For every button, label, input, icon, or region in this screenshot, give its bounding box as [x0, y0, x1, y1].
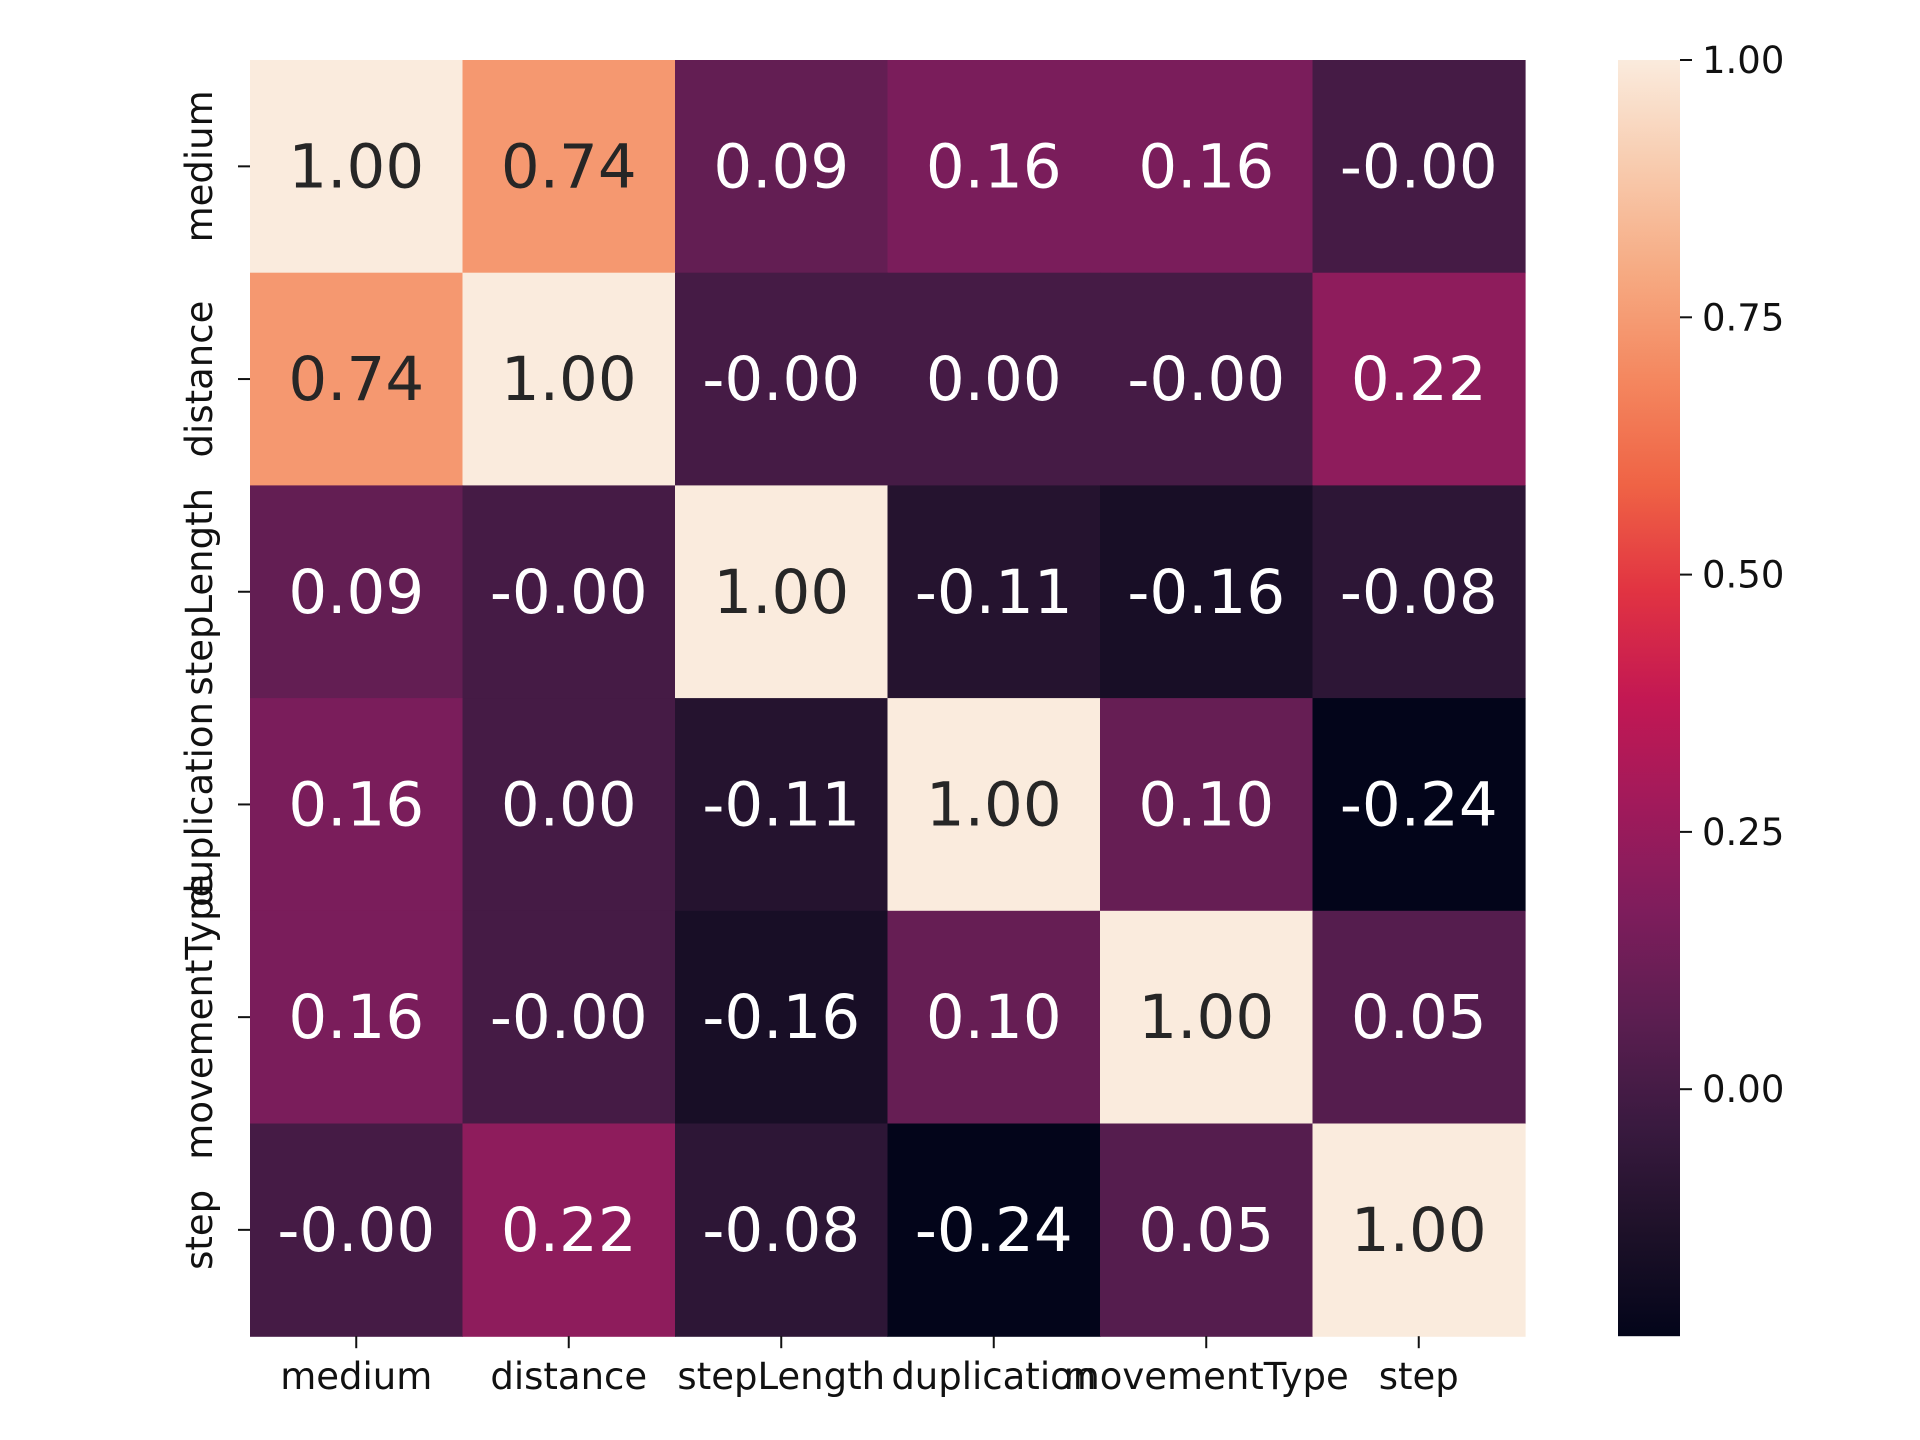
- colorbar-tick-label: 1.00: [1702, 39, 1784, 82]
- y-tick-label: step: [178, 1190, 221, 1270]
- cell-value-label: 1.00: [926, 769, 1062, 840]
- heatmap-cell-r4-c5: [1312, 910, 1526, 1125]
- heatmap-cell-r0-c3: [887, 60, 1101, 274]
- heatmap-cell-r5-c0: [250, 1123, 464, 1337]
- cell-value-label: 0.09: [288, 557, 424, 628]
- cell-value-label: 0.16: [288, 982, 424, 1053]
- heatmap-cell-r1-c4: [1100, 272, 1314, 486]
- heatmap-cell-r0-c0: [250, 60, 464, 274]
- heatmap-cells: [250, 60, 1526, 1337]
- cell-value-label: -0.08: [1340, 557, 1498, 628]
- heatmap-cell-r4-c4: [1100, 910, 1314, 1125]
- y-tick-label: distance: [178, 301, 221, 458]
- x-tick-label: medium: [280, 1355, 432, 1398]
- x-tick-label: duplication: [891, 1355, 1096, 1398]
- x-tick-label: stepLength: [677, 1355, 885, 1398]
- cell-value-label: -0.00: [1340, 131, 1498, 202]
- y-tick-label: medium: [178, 90, 221, 242]
- x-axis: medium distance stepLength duplicationmovem…: [280, 1336, 1459, 1398]
- cell-value-label: -0.24: [915, 1195, 1073, 1266]
- heatmap-cell-r3-c5: [1312, 698, 1526, 912]
- cell-value-label: 1.00: [288, 131, 424, 202]
- heatmap-cell-r5-c1: [462, 1123, 676, 1337]
- heatmap-cell-r5-c2: [675, 1123, 889, 1337]
- colorbar-tick-label: 0.25: [1702, 811, 1784, 854]
- heatmap-cell-r2-c2: [675, 485, 889, 699]
- heatmap-cell-r4-c1: [462, 910, 676, 1125]
- cell-value-label: 0.00: [501, 769, 637, 840]
- heatmap-cell-r5-c3: [887, 1123, 1101, 1337]
- heatmap-cell-r3-c4: [1100, 698, 1314, 912]
- heatmap-cell-r3-c2: [675, 698, 889, 912]
- cell-value-label: -0.00: [490, 982, 648, 1053]
- heatmap-cell-r2-c5: [1312, 485, 1526, 699]
- cell-value-label: -0.00: [1127, 344, 1285, 415]
- heatmap-cell-r1-c5: [1312, 272, 1526, 486]
- cell-value-label: 0.05: [1351, 982, 1487, 1053]
- heatmap-cell-r4-c2: [675, 910, 889, 1125]
- colorbar-tick-label: 0.50: [1702, 554, 1784, 597]
- cell-value-label: 0.16: [1138, 131, 1274, 202]
- heatmap-cell-r3-c0: [250, 698, 464, 912]
- cell-value-label: 1.00: [1138, 982, 1274, 1053]
- heatmap-cell-r0-c2: [675, 60, 889, 274]
- heatmap-cell-r4-c0: [250, 910, 464, 1125]
- cell-value-label: 0.74: [288, 344, 424, 415]
- cell-value-label: 0.16: [288, 769, 424, 840]
- cell-value-label: -0.24: [1340, 769, 1498, 840]
- cell-value-label: 0.00: [926, 344, 1062, 415]
- colorbar: 0.00 0.25 0.50 0.75 1.00: [1618, 39, 1784, 1337]
- cell-value-label: 0.22: [501, 1195, 637, 1266]
- cell-value-label: 1.00: [713, 557, 849, 628]
- heatmap-cell-r1-c2: [675, 272, 889, 486]
- heatmap-cell-r0-c1: [462, 60, 676, 274]
- heatmap-cell-r3-c1: [462, 698, 676, 912]
- heatmap-cell-r5-c5: [1312, 1123, 1526, 1337]
- cell-value-label: -0.16: [1127, 557, 1285, 628]
- heatmap-cell-r3-c3: [887, 698, 1101, 912]
- heatmap-cell-r4-c3: [887, 910, 1101, 1125]
- y-tick-label: stepLength: [178, 488, 221, 696]
- cell-value-label: -0.16: [702, 982, 860, 1053]
- cell-value-label: 0.09: [713, 131, 849, 202]
- cell-value-label: -0.11: [702, 769, 860, 840]
- colorbar-tick-label: 0.75: [1702, 296, 1784, 339]
- cell-value-label: -0.00: [490, 557, 648, 628]
- cell-value-label: 1.00: [1351, 1195, 1487, 1266]
- cell-value-label: -0.08: [702, 1195, 860, 1266]
- colorbar-tick-label: 0.00: [1702, 1068, 1784, 1111]
- heatmap-cell-r2-c4: [1100, 485, 1314, 699]
- y-tick-label: duplication: [178, 702, 221, 907]
- heatmap-cell-r2-c3: [887, 485, 1101, 699]
- heatmap-cell-labels: 1.00 0.74 0.09 0.16 0.16 -0.00 0.74 1.00 -0.00 0.…: [277, 131, 1498, 1266]
- cell-value-label: 1.00: [501, 344, 637, 415]
- heatmap-cell-r0-c4: [1100, 60, 1314, 274]
- cell-value-label: -0.00: [702, 344, 860, 415]
- heatmap-cell-r2-c0: [250, 485, 464, 699]
- heatmap-cell-r2-c1: [462, 485, 676, 699]
- x-tick-label: movementType: [1064, 1355, 1349, 1398]
- heatmap-cell-r1-c3: [887, 272, 1101, 486]
- y-axis: medium distance stepLength duplicationmovem…: [178, 90, 250, 1270]
- colorbar-gradient: [1618, 60, 1680, 1337]
- heatmap-cell-r1-c1: [462, 272, 676, 486]
- cell-value-label: -0.00: [277, 1195, 435, 1266]
- cell-value-label: -0.11: [915, 557, 1073, 628]
- heatmap-cell-r0-c5: [1312, 60, 1526, 274]
- y-tick-label: movementType: [178, 875, 221, 1160]
- cell-value-label: 0.05: [1138, 1195, 1274, 1266]
- cell-value-label: 0.74: [501, 131, 637, 202]
- cell-value-label: 0.22: [1351, 344, 1487, 415]
- heatmap-cell-r1-c0: [250, 272, 464, 486]
- cell-value-label: 0.16: [926, 131, 1062, 202]
- cell-value-label: 0.10: [926, 982, 1062, 1053]
- x-tick-label: distance: [490, 1355, 647, 1398]
- cell-value-label: 0.10: [1138, 769, 1274, 840]
- x-tick-label: step: [1379, 1355, 1459, 1398]
- heatmap-cell-r5-c4: [1100, 1123, 1314, 1337]
